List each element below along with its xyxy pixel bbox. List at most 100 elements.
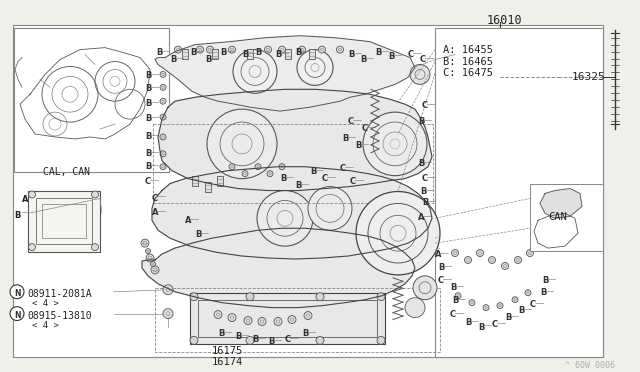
Polygon shape: [540, 189, 582, 218]
Circle shape: [160, 84, 166, 90]
Text: < 4 >: < 4 >: [32, 321, 59, 330]
Bar: [14, 28, 169, 172]
Circle shape: [246, 293, 254, 301]
Circle shape: [196, 46, 204, 53]
Text: 16175: 16175: [212, 346, 243, 356]
Text: C: C: [420, 55, 426, 64]
Circle shape: [316, 336, 324, 344]
Circle shape: [160, 134, 166, 140]
Text: C: C: [450, 310, 456, 319]
Circle shape: [92, 244, 99, 251]
Bar: [435, 28, 603, 357]
Text: B: B: [145, 84, 152, 93]
Circle shape: [278, 46, 285, 53]
Text: B: B: [145, 114, 152, 123]
Circle shape: [141, 239, 149, 247]
Circle shape: [150, 262, 156, 266]
Circle shape: [190, 336, 198, 344]
Circle shape: [297, 49, 333, 85]
Circle shape: [258, 318, 266, 326]
Circle shape: [190, 293, 198, 301]
Text: C: C: [152, 193, 158, 202]
Bar: [153, 124, 433, 203]
Text: CAL, CAN: CAL, CAN: [43, 167, 90, 177]
Text: 16010: 16010: [487, 14, 523, 27]
Text: C: C: [408, 49, 414, 59]
Text: B: B: [295, 181, 301, 190]
Text: N: N: [14, 289, 20, 298]
Circle shape: [512, 297, 518, 303]
Circle shape: [405, 298, 425, 318]
Circle shape: [377, 293, 385, 301]
Bar: [28, 190, 100, 252]
Circle shape: [160, 98, 166, 104]
Bar: [205, 182, 211, 192]
Circle shape: [483, 305, 489, 311]
Circle shape: [29, 191, 35, 198]
Circle shape: [228, 314, 236, 321]
Circle shape: [469, 300, 475, 306]
Text: B: 16465: B: 16465: [443, 57, 493, 67]
Text: C: C: [322, 174, 328, 183]
Text: B: B: [360, 55, 366, 64]
Text: C: C: [145, 177, 151, 186]
Circle shape: [244, 317, 252, 324]
Polygon shape: [155, 36, 415, 111]
Circle shape: [308, 187, 352, 230]
Text: C: C: [438, 276, 444, 285]
Circle shape: [288, 315, 296, 324]
Text: B: B: [420, 187, 426, 196]
Circle shape: [319, 46, 326, 53]
Bar: [285, 49, 291, 58]
Text: A: A: [152, 208, 159, 217]
Circle shape: [92, 191, 99, 198]
Text: B: B: [235, 333, 241, 341]
Text: B: B: [388, 52, 394, 61]
Circle shape: [163, 309, 173, 318]
Bar: [198, 300, 377, 337]
Text: < 4 >: < 4 >: [32, 299, 59, 308]
Text: B: B: [280, 174, 286, 183]
Text: B: B: [145, 99, 152, 108]
Circle shape: [497, 303, 503, 309]
Circle shape: [267, 171, 273, 177]
Text: B: B: [542, 276, 548, 285]
Bar: [309, 49, 315, 58]
Circle shape: [477, 250, 483, 257]
Bar: [155, 288, 440, 352]
Text: B: B: [252, 336, 259, 344]
Circle shape: [298, 46, 305, 53]
Text: B: B: [375, 48, 381, 57]
Text: 08911-2081A: 08911-2081A: [27, 289, 92, 299]
Text: B: B: [205, 55, 211, 64]
Circle shape: [488, 257, 495, 263]
Circle shape: [410, 64, 430, 84]
Text: B: B: [145, 149, 152, 158]
Circle shape: [242, 171, 248, 177]
Circle shape: [160, 114, 166, 120]
Circle shape: [145, 248, 150, 254]
Text: B: B: [195, 230, 202, 239]
Text: B: B: [145, 71, 152, 80]
Circle shape: [264, 46, 271, 53]
Text: A: A: [185, 217, 191, 225]
Circle shape: [246, 336, 254, 344]
Text: B: B: [418, 159, 424, 168]
Circle shape: [356, 192, 440, 275]
Circle shape: [160, 71, 166, 77]
Text: A: A: [22, 195, 29, 203]
Circle shape: [214, 311, 222, 318]
Text: C: C: [340, 164, 346, 173]
Text: B: B: [242, 49, 248, 59]
Text: 16174: 16174: [212, 357, 243, 367]
Text: B: B: [275, 49, 282, 59]
Polygon shape: [152, 167, 432, 259]
Text: B: B: [145, 132, 152, 141]
Circle shape: [151, 266, 159, 274]
Circle shape: [160, 164, 166, 170]
Circle shape: [363, 112, 427, 176]
Circle shape: [465, 257, 472, 263]
Text: A: A: [418, 214, 424, 222]
Circle shape: [502, 263, 509, 269]
Circle shape: [279, 164, 285, 170]
